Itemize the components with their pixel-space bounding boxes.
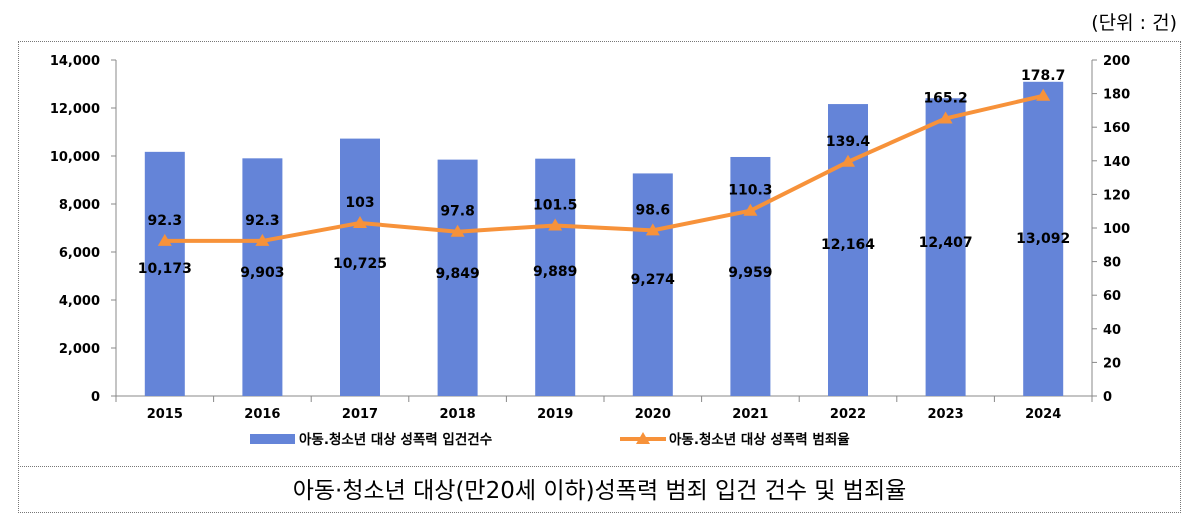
line-marker [255, 233, 270, 246]
y-left-tick-label: 2,000 [59, 342, 100, 357]
legend-label-bar: 아동.청소년 대상 성폭력 입건건수 [299, 431, 492, 448]
x-tick-label: 2024 [1025, 407, 1061, 422]
bar-data-label: 9,274 [631, 272, 676, 288]
bar [242, 158, 283, 396]
x-tick-label: 2023 [928, 407, 964, 422]
bar-data-label: 13,092 [1016, 231, 1070, 247]
legend-swatch-bar [250, 434, 295, 444]
unit-label: (단위 : 건) [1091, 12, 1177, 34]
bar [925, 98, 966, 397]
y-right-tick-label: 200 [1103, 54, 1130, 69]
x-tick-label: 2022 [830, 407, 866, 422]
line-series [157, 88, 1051, 246]
y-right-tick-label: 100 [1103, 222, 1130, 237]
legend: 아동.청소년 대상 성폭력 입건건수 아동.청소년 대상 성폭력 범죄율 [250, 431, 850, 448]
bar-data-label: 12,407 [919, 235, 973, 251]
line-data-label: 97.8 [440, 204, 475, 220]
bar-data-label: 10,725 [333, 256, 387, 272]
y-left-tick-label: 8,000 [59, 198, 100, 213]
line-data-label: 110.3 [728, 183, 772, 199]
line-marker [645, 223, 660, 236]
data-labels: 10,173 9,903 10,725 9,849 9,889 9,274 9,959 12,… [138, 68, 1070, 288]
y-right-tick-label: 180 [1103, 88, 1130, 103]
line-marker [157, 233, 172, 246]
bar-data-label: 9,889 [533, 264, 577, 280]
line-marker [743, 203, 758, 216]
y-left-tick-label: 0 [91, 390, 100, 405]
y-left-tick-label: 10,000 [50, 150, 100, 165]
axes: 0 2,000 4,000 6,000 8,000 10,000 12,000 14,000 0… [50, 54, 1130, 422]
line-data-label: 92.3 [245, 213, 280, 229]
bar [828, 104, 868, 397]
x-tick-label: 2018 [440, 407, 476, 422]
bar-data-label: 9,849 [435, 266, 479, 282]
caption-divider [18, 466, 1181, 467]
bar-series [144, 81, 1064, 397]
line-marker [1036, 88, 1051, 101]
bar [144, 151, 185, 396]
bar [730, 156, 771, 396]
chart-frame [18, 41, 1181, 513]
x-tick-label: 2019 [537, 407, 573, 422]
y-left-tick-label: 4,000 [59, 294, 100, 309]
line-marker [353, 215, 367, 228]
y-right-tick-label: 160 [1103, 121, 1130, 136]
bar [340, 138, 380, 396]
y-right-tick-label: 40 [1103, 323, 1121, 338]
y-right-tick-label: 140 [1103, 155, 1130, 170]
y-right-tick-label: 0 [1103, 390, 1112, 405]
bar-data-label: 9,959 [728, 265, 772, 281]
bar [535, 158, 576, 396]
bar [437, 159, 478, 396]
bar [632, 173, 673, 396]
line-data-label: 165.2 [923, 90, 967, 106]
line-marker [841, 154, 855, 167]
line-data-label: 98.6 [636, 202, 671, 218]
bar-data-label: 10,173 [138, 261, 192, 277]
y-right-tick-label: 120 [1103, 188, 1130, 203]
y-right-tick-label: 20 [1103, 356, 1121, 371]
line-marker [450, 224, 465, 237]
line-marker [938, 111, 953, 124]
line-data-label: 139.4 [826, 134, 871, 150]
bar-data-label: 9,903 [240, 265, 284, 281]
line-path [164, 93, 1044, 243]
line-data-label: 101.5 [533, 197, 577, 213]
y-right-tick-label: 60 [1103, 289, 1121, 304]
x-tick-label: 2021 [732, 407, 768, 422]
y-left-tick-label: 6,000 [59, 246, 100, 261]
line-data-label: 178.7 [1021, 68, 1065, 84]
line-marker [548, 218, 563, 231]
y-left-tick-label: 12,000 [50, 102, 100, 117]
x-tick-label: 2017 [342, 407, 378, 422]
chart-caption: 아동·청소년 대상(만20세 이하)성폭력 범죄 입건 건수 및 범죄율 [292, 478, 907, 504]
x-tick-label: 2016 [244, 407, 280, 422]
y-left-tick-label: 14,000 [50, 54, 100, 69]
bar-data-label: 12,164 [821, 237, 875, 253]
x-tick-label: 2020 [635, 407, 671, 422]
bar [1023, 81, 1064, 397]
y-right-tick-label: 80 [1103, 256, 1121, 271]
line-data-label: 92.3 [148, 213, 183, 229]
legend-marker-line [636, 432, 650, 444]
line-data-label: 103 [345, 195, 374, 211]
x-tick-label: 2015 [147, 407, 183, 422]
legend-label-line: 아동.청소년 대상 성폭력 범죄율 [669, 431, 850, 448]
